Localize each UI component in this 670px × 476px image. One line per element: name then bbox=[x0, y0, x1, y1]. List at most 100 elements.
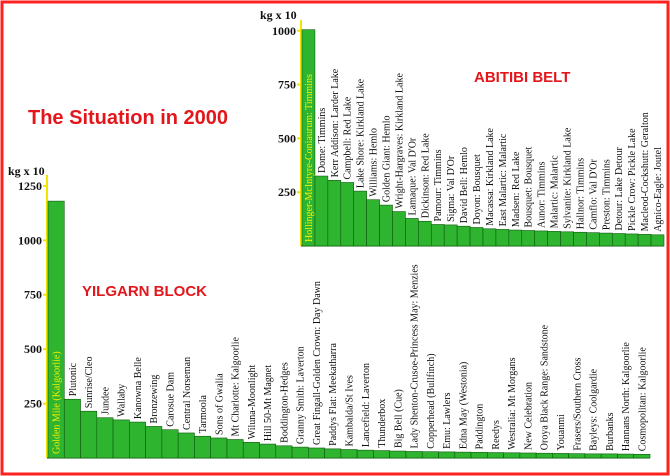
yilgarn-bar bbox=[291, 446, 309, 459]
abitibi-bar-label: Sigma: Val D'Or bbox=[446, 155, 457, 222]
abitibi-bar-label: Kerr Addison: Larder Lake bbox=[330, 68, 341, 177]
abitibi-bar bbox=[443, 224, 458, 247]
abitibi-bar-label: Doyon: Bousquet bbox=[472, 154, 483, 225]
yilgarn-y-tick-label: 750 bbox=[24, 288, 42, 302]
yilgarn-bar bbox=[80, 410, 98, 459]
yilgarn-y-tick-label: 1250 bbox=[18, 179, 42, 193]
yilgarn-bar-label: Youanmi bbox=[556, 414, 567, 450]
abitibi-bar-label: Hollinger-McIntyre-Coniaurum: Timmins bbox=[304, 74, 315, 242]
abitibi-bar bbox=[521, 230, 536, 247]
abitibi-bar-label: Golden Giant: Hemlo bbox=[382, 115, 393, 202]
abitibi-bar-label: Camflo: Val D'Or bbox=[588, 158, 599, 229]
abitibi-bar bbox=[508, 229, 523, 247]
yilgarn-bar-label: Wiluna-Moonlight bbox=[247, 365, 258, 440]
abitibi-bar-label: Hallnor: Timmins bbox=[575, 158, 586, 230]
yilgarn-bar bbox=[617, 453, 635, 459]
abitibi-bar-label: Aunor: Timmins bbox=[537, 161, 548, 228]
yilgarn-bar-label: Westralia: Mt Morgans bbox=[507, 357, 518, 449]
yilgarn-bar bbox=[535, 452, 553, 459]
yilgarn-bar-label: Edna May (Westonia) bbox=[458, 362, 469, 450]
abitibi-y-unit: kg x 10 bbox=[260, 8, 297, 22]
abitibi-bar-label: Macleod-Cockshutt: Geralton bbox=[640, 112, 651, 231]
abitibi-bar-label: Campbell: Red Lake bbox=[343, 96, 354, 179]
yilgarn-bar-label: Frasers/Southern Cross bbox=[572, 357, 583, 450]
abitibi-bar-label: East Malartic: Malartic bbox=[498, 133, 509, 226]
abitibi-bar bbox=[637, 234, 652, 247]
yilgarn-bar bbox=[112, 419, 130, 459]
abitibi-bar-label: Wright-Hargraves: Kirkland Lake bbox=[394, 73, 405, 209]
abitibi-bar bbox=[560, 231, 574, 247]
yilgarn-bar-label: Central Norseman bbox=[182, 357, 193, 430]
yilgarn-bar bbox=[226, 439, 244, 459]
yilgarn-bar bbox=[454, 451, 472, 459]
yilgarn-bar-label: Big Bell (Cue) bbox=[393, 389, 404, 448]
abitibi-bar bbox=[314, 175, 329, 247]
yilgarn-bar-label: Carosue Dam bbox=[166, 372, 177, 427]
abitibi-bar-label: Preston: Timmins bbox=[601, 159, 612, 230]
abitibi-bar bbox=[392, 211, 406, 247]
abitibi-chart-title: ABITIBI BELT bbox=[474, 69, 570, 86]
yilgarn-bar bbox=[96, 417, 114, 459]
yilgarn-chart-title: YILGARN BLOCK bbox=[82, 283, 207, 300]
abitibi-bar bbox=[611, 233, 626, 247]
yilgarn-bar bbox=[356, 449, 374, 459]
abitibi-bar bbox=[495, 229, 510, 247]
yilgarn-bar-label: Mt Charlotte: Kalgoorlie bbox=[231, 337, 242, 437]
abitibi-bar bbox=[353, 190, 367, 247]
yilgarn-bar bbox=[129, 421, 146, 459]
abitibi-bar bbox=[482, 228, 497, 247]
yilgarn-bar-label: Lady Shenton-Crusoe-Princess May: Menzie… bbox=[410, 264, 421, 448]
abitibi-bar bbox=[573, 231, 587, 247]
yilgarn-bar bbox=[259, 443, 277, 459]
yilgarn-bar bbox=[373, 450, 390, 459]
yilgarn-bar-label: Wallaby bbox=[117, 384, 128, 417]
abitibi-bar bbox=[547, 231, 561, 247]
yilgarn-y-tick-label: 500 bbox=[24, 342, 42, 356]
yilgarn-bar-label: Sunrise/Cleo bbox=[84, 357, 95, 409]
yilgarn-bar-label: Thunderbox bbox=[377, 399, 388, 448]
yilgarn-bar-label: Paddington bbox=[475, 404, 486, 450]
abitibi-bar bbox=[650, 234, 665, 247]
yilgarn-bar bbox=[340, 449, 358, 459]
abitibi-bar bbox=[456, 225, 471, 247]
abitibi-bar-label: Pamour: Timmins bbox=[433, 149, 444, 221]
yilgarn-bar bbox=[633, 453, 651, 459]
abitibi-bar bbox=[379, 204, 393, 247]
abitibi-bar bbox=[430, 224, 445, 247]
yilgarn-bar bbox=[519, 452, 537, 459]
yilgarn-bar-label: Burbanks bbox=[605, 412, 616, 450]
abitibi-bar bbox=[366, 199, 380, 247]
abitibi-bar bbox=[624, 233, 639, 247]
yilgarn-bar bbox=[194, 435, 212, 459]
yilgarn-bar bbox=[177, 432, 195, 459]
abitibi-bar-label: Sylvanite: Kirkland Lake bbox=[563, 127, 574, 229]
yilgarn-bar bbox=[161, 429, 179, 459]
abitibi-bar-label: Madsen: Red Lake bbox=[511, 151, 522, 227]
yilgarn-bar-label: Bronzewing bbox=[149, 375, 160, 424]
abitibi-bar-label: Lamaque: Val D'Or bbox=[407, 137, 418, 215]
yilgarn-bar-label: Copperhead (Bullfinch) bbox=[426, 353, 437, 448]
abitibi-bar bbox=[586, 232, 600, 247]
yilgarn-bar bbox=[242, 442, 260, 459]
abitibi-bar-label: David Bell: Hemlo bbox=[459, 147, 470, 223]
yilgarn-bar-label: Kanowna Belle bbox=[133, 357, 144, 419]
yilgarn-bar bbox=[552, 453, 569, 459]
abitibi-y-tick-label: 500 bbox=[278, 131, 296, 145]
yilgarn-y-tick-label: 1000 bbox=[18, 233, 42, 247]
yilgarn-bar bbox=[275, 445, 293, 459]
yilgarn-bar bbox=[324, 448, 342, 459]
yilgarn-bar bbox=[210, 437, 228, 459]
yilgarn-bar-label: Bayleys: Coolgardie bbox=[589, 368, 600, 450]
abitibi-y-tick-label: 1000 bbox=[272, 24, 296, 38]
yilgarn-bar bbox=[308, 447, 325, 459]
abitibi-bar bbox=[534, 230, 548, 247]
yilgarn-bar-label: Cosmopolitan: Kalgoorlie bbox=[637, 347, 648, 452]
yilgarn-bar-label: Plutonic bbox=[68, 362, 79, 396]
yilgarn-bar-label: Sons of Gwalia bbox=[214, 373, 225, 435]
abitibi-bar bbox=[327, 180, 342, 247]
abitibi-bar bbox=[340, 182, 355, 247]
yilgarn-bar bbox=[63, 398, 81, 459]
yilgarn-bar-label: Hill 50-Mt Magnet bbox=[263, 365, 274, 441]
abitibi-bar-label: Dickinson: Red Lake bbox=[420, 133, 431, 219]
